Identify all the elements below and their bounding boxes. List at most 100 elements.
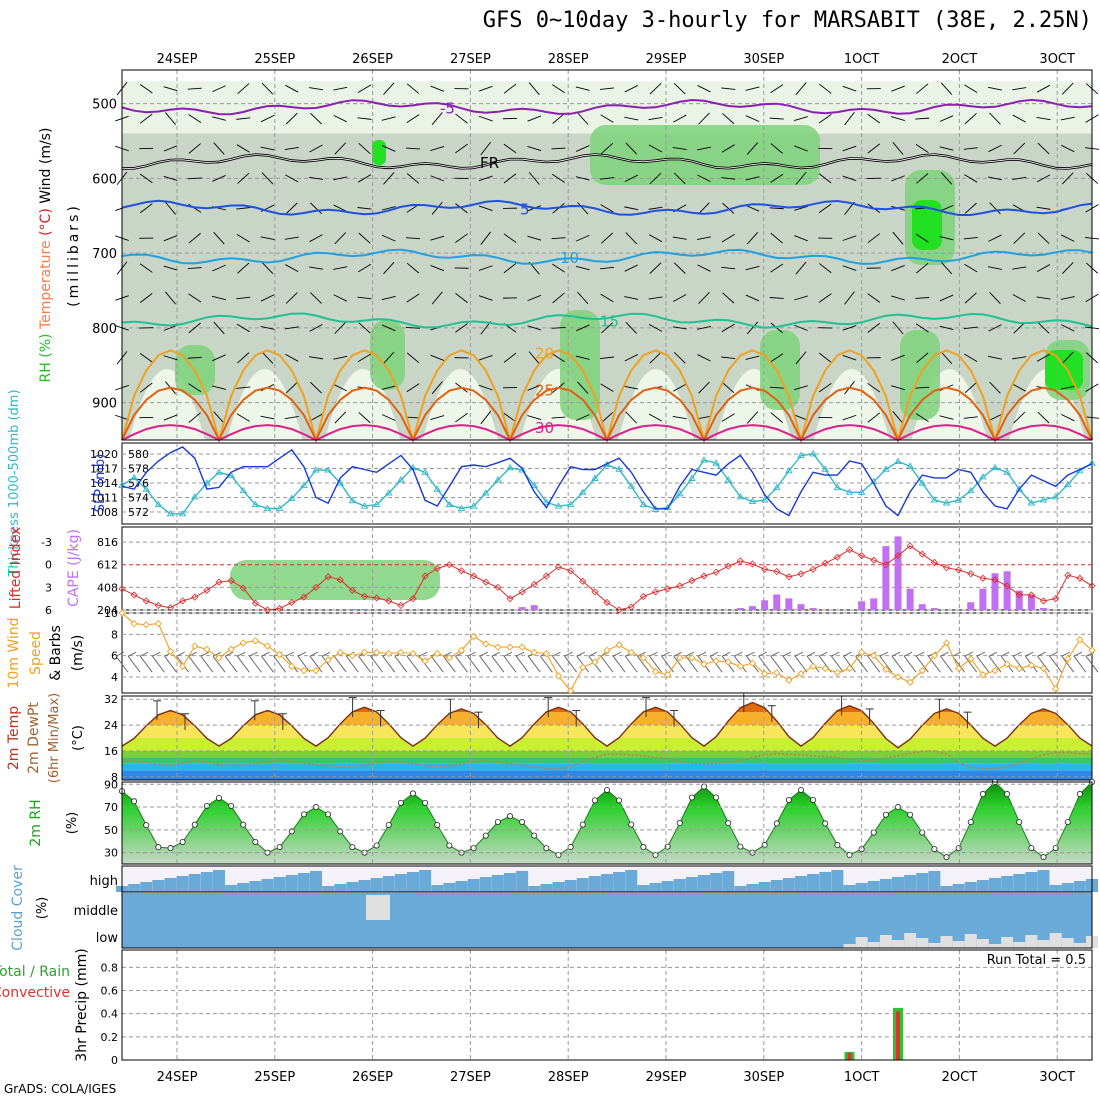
wind-barb <box>480 231 492 245</box>
wind-barb <box>673 294 687 302</box>
wind-barb <box>698 202 710 215</box>
pressure-tick: 800 <box>92 322 117 337</box>
wind-barb <box>1012 176 1027 180</box>
wind-barb <box>915 386 930 389</box>
wind-barb <box>1060 296 1075 300</box>
wind-barb <box>746 411 759 424</box>
wind-barb <box>527 655 541 673</box>
wind-speed-marker <box>445 654 454 662</box>
wind-speed-marker <box>797 670 805 678</box>
wind-barb <box>164 655 177 673</box>
thickness-marker <box>118 481 126 488</box>
wind-barb <box>867 293 881 303</box>
rh-marker <box>252 838 259 845</box>
wind-barb <box>213 231 225 245</box>
wind-barb <box>285 353 299 362</box>
wind-barb <box>649 172 662 185</box>
wind-barb <box>794 651 804 657</box>
lifted-index-marker <box>1088 582 1096 590</box>
date-label-bottom: 27SEP <box>450 1070 491 1085</box>
wind-barb <box>745 86 760 91</box>
wind-barb <box>236 323 250 333</box>
rh-marker <box>397 799 404 806</box>
contour-label: FR <box>480 154 499 172</box>
wind-barb <box>139 263 153 273</box>
wind-barb <box>891 655 905 673</box>
precip-legend-convective: Convective <box>0 985 70 1001</box>
rh-marker <box>822 820 829 827</box>
wind-speed-marker <box>191 642 199 650</box>
wind-barb <box>879 655 893 673</box>
wind-barb <box>697 85 711 93</box>
wind-barb <box>455 655 468 673</box>
wind-barb <box>1085 655 1099 673</box>
rh-marker <box>506 813 513 820</box>
wind-barb <box>163 324 178 331</box>
wind-barb <box>309 651 319 657</box>
wind-barb <box>988 413 1002 422</box>
wind-barb <box>260 114 275 123</box>
cloud-level-label: high <box>90 874 118 889</box>
wind-barb <box>672 416 687 420</box>
cape-bar <box>736 608 744 610</box>
wind-barb <box>1012 87 1027 91</box>
temperature-band <box>122 757 1092 764</box>
contour-label: 25 <box>535 382 554 400</box>
cape-bar <box>749 606 756 610</box>
rh-marker <box>373 842 380 849</box>
wind-barb <box>989 292 1001 304</box>
rh-moist-patch <box>230 560 440 600</box>
wind-barb <box>406 293 420 303</box>
wind-barb <box>249 655 262 673</box>
thickness-marker <box>991 463 999 471</box>
thickness-marker <box>215 468 223 475</box>
wind-barb <box>940 651 949 657</box>
rh-marker <box>870 829 877 836</box>
thickness-marker <box>287 494 296 501</box>
wind-barb <box>624 385 639 390</box>
cloud-high-cell <box>685 877 698 892</box>
cloud-clear-cell <box>892 940 904 948</box>
rh-dry-column <box>618 368 694 440</box>
wind-barb <box>600 322 614 334</box>
cloud-high-cell <box>334 884 347 892</box>
wind-speed-marker <box>130 620 138 628</box>
wind-barb <box>358 232 371 244</box>
wind-barb <box>696 146 712 151</box>
wind-barb <box>818 113 832 124</box>
wind-barb <box>940 82 953 95</box>
rh-marker <box>131 798 138 805</box>
wind-barb <box>212 651 222 657</box>
cloud-ylabel: (%) <box>35 897 50 920</box>
wind-barb <box>261 82 274 95</box>
wind-barb <box>672 236 687 240</box>
wind-barb <box>284 326 299 330</box>
cloud-high-cell <box>952 884 965 892</box>
wind-speed-tick: 4 <box>111 671 118 684</box>
thickness-marker <box>821 465 830 472</box>
wind-barb <box>722 113 735 125</box>
cloud-high-cell <box>528 886 541 892</box>
wind-barb <box>1049 655 1062 673</box>
thickness-marker <box>372 500 381 508</box>
wind-barb <box>309 413 323 422</box>
wind-barb <box>770 651 779 657</box>
cape-bar <box>773 594 781 610</box>
wind-barb <box>551 147 566 150</box>
lifted-index-marker <box>821 559 829 567</box>
wind-barb <box>624 264 638 272</box>
wind-barb <box>431 291 443 305</box>
cloud-high-cell <box>989 878 1001 892</box>
rh-marker <box>434 821 441 828</box>
wind-barb <box>939 115 954 122</box>
thickness-marker <box>760 496 769 503</box>
wind-barb <box>770 232 783 244</box>
wind-barb <box>649 651 658 657</box>
wind-barb <box>308 87 324 91</box>
wind-barb <box>987 355 1003 360</box>
thickness-marker <box>785 466 793 474</box>
wind-barb <box>940 261 953 275</box>
lifted-index-marker <box>348 586 356 594</box>
wind-barb <box>963 147 978 150</box>
cloud-high-cell <box>625 870 638 892</box>
